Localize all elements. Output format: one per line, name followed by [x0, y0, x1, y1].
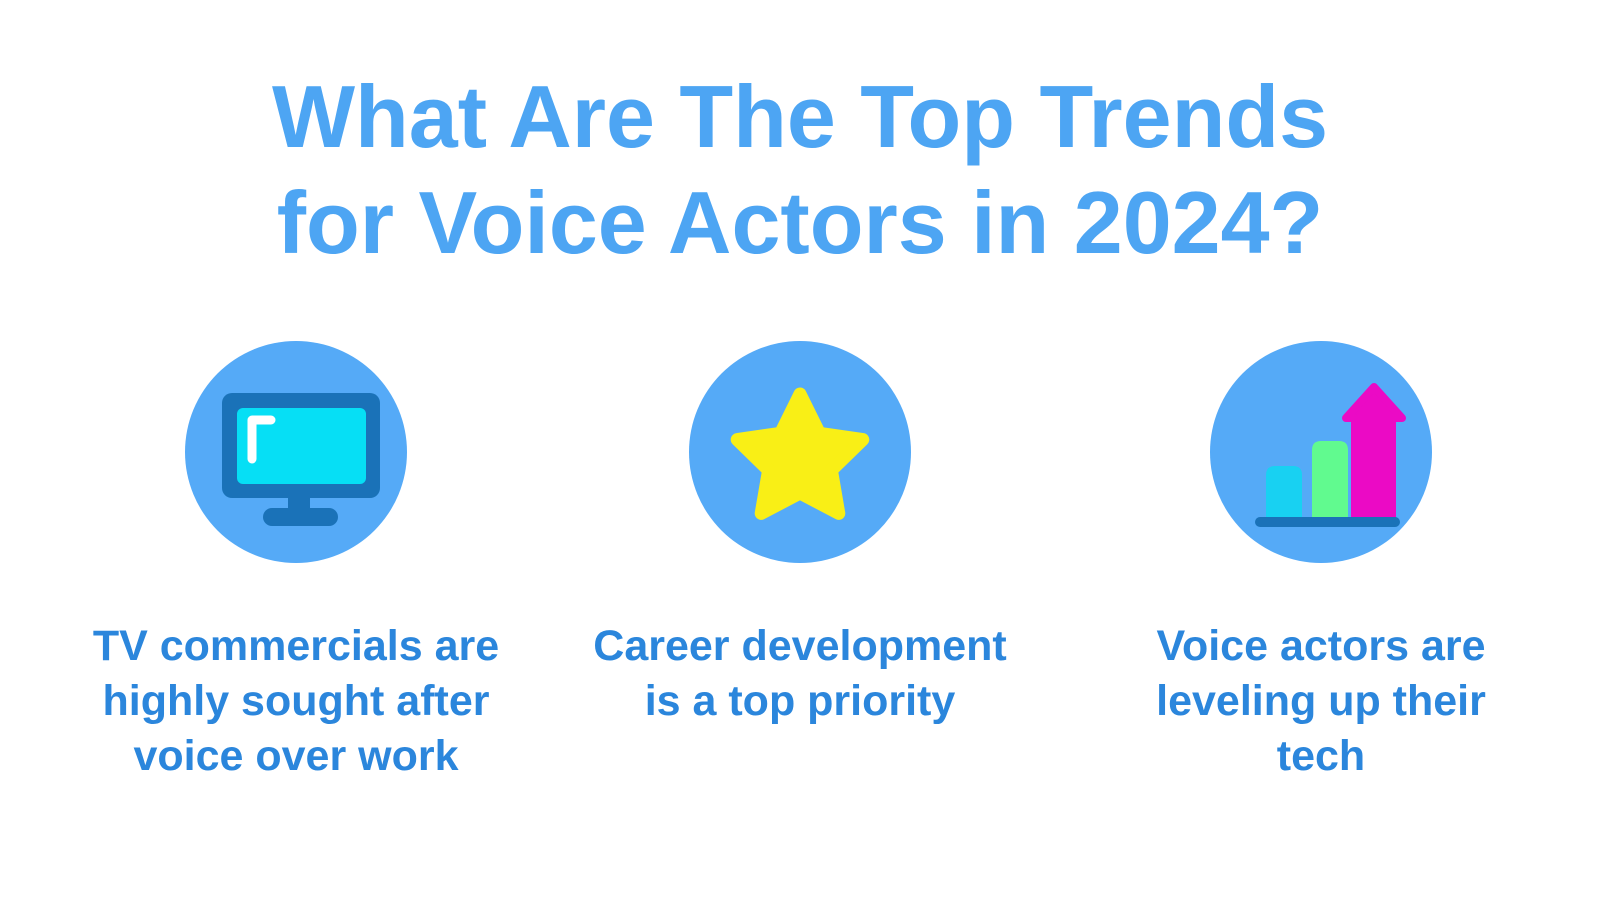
page-title-line-1: What Are The Top Trends — [271, 67, 1329, 166]
caption-line: tech — [1276, 732, 1366, 780]
caption-line: Voice actors are — [1156, 622, 1486, 670]
caption-line: is a top priority — [644, 677, 956, 725]
page-title: What Are The Top Trends for Voice Actors… — [0, 64, 1600, 276]
bar-chart-growth-icon — [1210, 341, 1432, 563]
trend-caption-tech: Voice actors are leveling up their tech — [1081, 619, 1561, 784]
trend-card-career: Career development is a top priority — [560, 341, 1040, 729]
tv-icon — [185, 341, 407, 563]
star-icon-circle — [689, 341, 911, 563]
trend-card-tech: Voice actors are leveling up their tech — [1081, 341, 1561, 784]
caption-line: TV commercials are — [92, 622, 500, 670]
caption-line: voice over work — [133, 732, 459, 780]
caption-line: Career development — [593, 622, 1007, 670]
page-title-line-2: for Voice Actors in 2024? — [276, 173, 1324, 272]
bar-chart-icon-circle — [1210, 341, 1432, 563]
trend-caption-career: Career development is a top priority — [560, 619, 1040, 729]
caption-line: leveling up their — [1156, 677, 1486, 725]
caption-line: highly sought after — [102, 677, 490, 725]
trend-card-tv: TV commercials are highly sought after v… — [56, 341, 536, 784]
trend-caption-tv: TV commercials are highly sought after v… — [56, 619, 536, 784]
star-icon — [689, 341, 911, 563]
tv-icon-circle — [185, 341, 407, 563]
